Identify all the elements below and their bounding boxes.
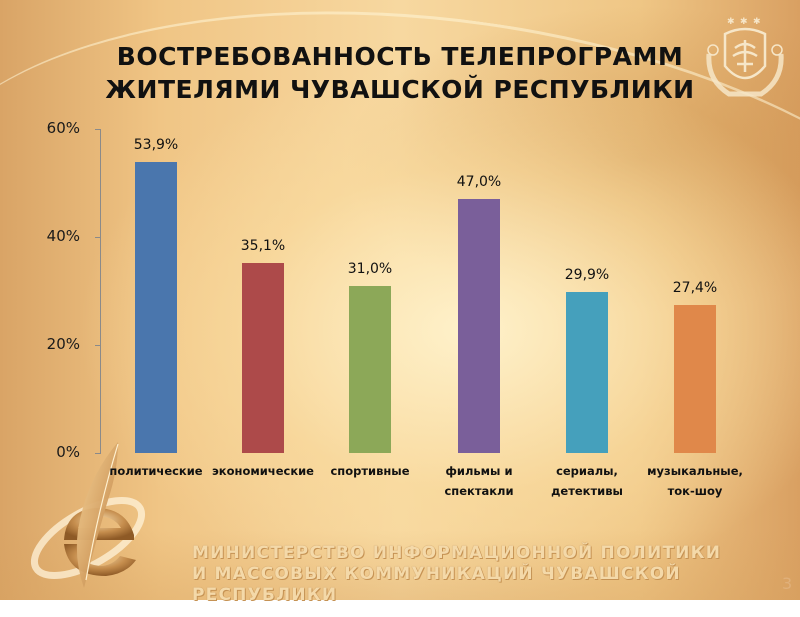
value-label: 31,0%: [347, 260, 393, 277]
y-tick-mark: [95, 237, 100, 238]
category-label-line1: спортивные: [330, 464, 410, 478]
category-label: политические: [96, 461, 216, 481]
category-label-line2: спектакли: [444, 484, 514, 498]
svg-text:✱: ✱: [740, 17, 748, 27]
category-label-line2: ток-шоу: [667, 484, 723, 498]
footer-band: [0, 530, 800, 600]
bar-series: [566, 291, 608, 453]
category-label: сериалы, детективы: [527, 461, 647, 501]
value-label: 27,4%: [672, 280, 718, 297]
feather-e-logo-icon: [30, 442, 146, 588]
y-tick-label-20: 20%: [46, 335, 80, 353]
bar-music: [674, 305, 716, 453]
y-tick-label-60: 60%: [46, 119, 80, 137]
bar-economic: [242, 263, 284, 453]
svg-text:✱: ✱: [753, 17, 761, 27]
value-label: 47,0%: [456, 174, 502, 191]
category-label: фильмы и спектакли: [419, 461, 539, 501]
y-tick-label-0: 0%: [56, 443, 80, 461]
category-label-line1: политические: [109, 464, 203, 478]
ministry-line-1: МИНИСТЕРСТВО ИНФОРМАЦИОННОЙ ПОЛИТИКИ: [192, 543, 722, 563]
y-tick-mark: [95, 453, 100, 454]
bar-chart: 0% 20% 40% 60% 53,9% 35,1% 31,0% 47,0% 2…: [46, 119, 755, 501]
title-line-2: ЖИТЕЛЯМИ ЧУВАШСКОЙ РЕСПУБЛИКИ: [105, 75, 695, 104]
chuvash-coat-of-arms-icon: ✱ ✱ ✱: [706, 17, 784, 97]
value-label: 35,1%: [240, 238, 286, 255]
category-label: музыкальные, ток-шоу: [635, 461, 755, 501]
y-axis-line: [100, 129, 101, 454]
category-label-line1: музыкальные,: [647, 464, 743, 478]
y-tick-mark: [95, 129, 100, 130]
slide-title: ВОСТРЕБОВАННОСТЬ ТЕЛЕПРОГРАММ ЖИТЕЛЯМИ Ч…: [60, 40, 740, 106]
category-label: экономические: [203, 461, 323, 481]
category-label-line1: экономические: [211, 464, 314, 478]
page-number: 3: [782, 574, 793, 593]
bar-films: [458, 199, 500, 453]
category-label: спортивные: [310, 461, 430, 481]
bar-political: [135, 161, 177, 453]
category-label-line1: сериалы,: [556, 464, 618, 478]
bar-sports: [349, 285, 391, 453]
category-label-line1: фильмы и: [445, 464, 513, 478]
category-label-line2: детективы: [551, 484, 623, 498]
svg-text:✱: ✱: [727, 17, 735, 27]
value-label: 29,9%: [564, 266, 610, 283]
title-line-1: ВОСТРЕБОВАННОСТЬ ТЕЛЕПРОГРАММ: [116, 42, 684, 71]
y-tick-mark: [95, 345, 100, 346]
y-tick-label-40: 40%: [46, 227, 80, 245]
value-label: 53,9%: [133, 136, 179, 153]
ministry-footer: МИНИСТЕРСТВО ИНФОРМАЦИОННОЙ ПОЛИТИКИ И М…: [192, 543, 800, 606]
